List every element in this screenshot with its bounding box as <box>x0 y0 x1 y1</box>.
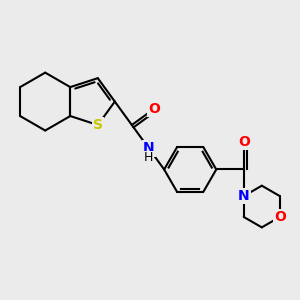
Text: S: S <box>93 118 103 132</box>
Text: H: H <box>144 151 154 164</box>
Text: O: O <box>274 210 286 224</box>
Text: O: O <box>148 102 160 116</box>
Text: N: N <box>238 189 250 203</box>
Text: N: N <box>143 141 155 155</box>
Text: O: O <box>238 135 250 149</box>
